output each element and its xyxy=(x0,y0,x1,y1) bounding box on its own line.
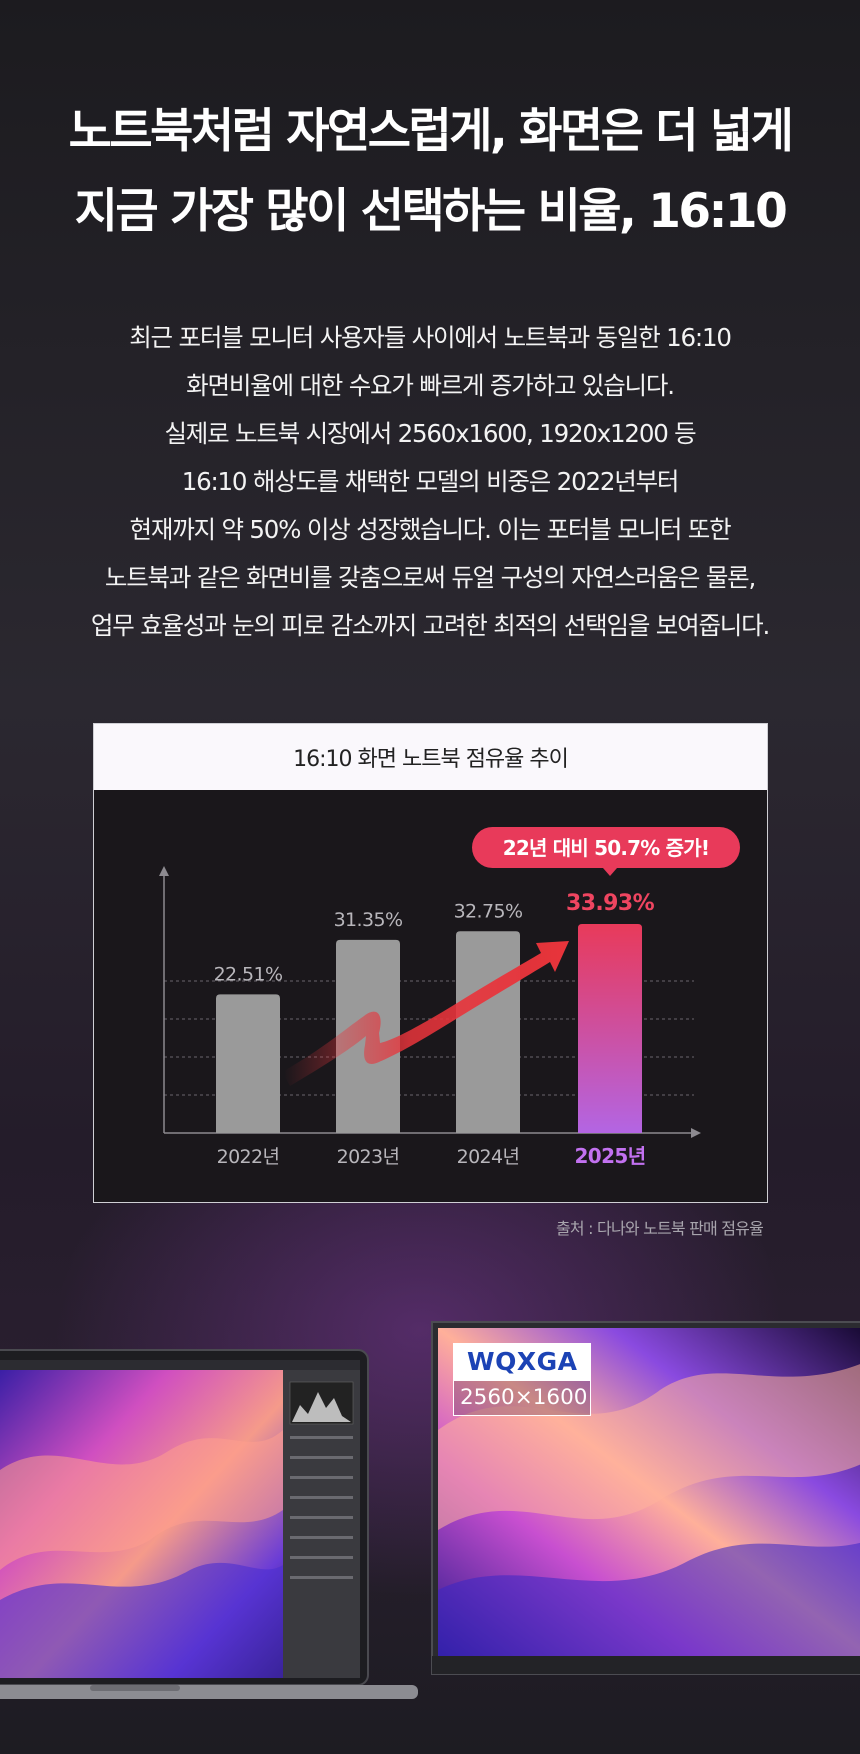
category-label: 2024년 xyxy=(457,1146,520,1168)
intro-line: 실제로 노트북 시장에서 2560x1600, 1920x1200 등 xyxy=(164,419,696,448)
intro-line: 최근 포터블 모니터 사용자들 사이에서 노트북과 동일한 16:10 xyxy=(129,323,732,352)
bar-2024년 xyxy=(456,931,520,1133)
bar-labels: 22.51% 31.35% 32.75% 33.93% xyxy=(214,891,656,985)
grid-lines xyxy=(164,980,694,1096)
category-labels: 2022년 2023년 2024년 2025년 xyxy=(217,1144,647,1168)
resolution-badge-name: WQXGA xyxy=(453,1343,591,1381)
resolution-badge-value: 2560×1600 xyxy=(453,1381,591,1416)
intro-line: 현재까지 약 50% 이상 성장했습니다. 이는 포터블 모니터 또한 xyxy=(129,515,732,544)
headline-line-1: 노트북처럼 자연스럽게, 화면은 더 넓게 xyxy=(68,104,794,159)
bar-2025년 xyxy=(578,923,642,1133)
bar-2022년 xyxy=(216,994,280,1133)
bar-value-label: 31.35% xyxy=(334,909,403,931)
bar-chart: 22년 대비 50.7% 증가! 22.51% 31.35% 32.75% 33.93… xyxy=(159,827,740,1168)
chart-panel: 16:10 화면 노트북 점유율 추이 22년 xyxy=(93,723,768,1203)
intro-line: 업무 효율성과 눈의 피로 감소까지 고려한 최적의 선택임을 보여줍니다. xyxy=(90,611,770,640)
laptop xyxy=(0,1349,418,1699)
intro-line: 16:10 해상도를 채택한 모델의 비중은 2022년부터 xyxy=(181,467,680,496)
chart-title: 16:10 화면 노트북 점유율 추이 xyxy=(94,724,767,790)
intro-paragraph: 최근 포터블 모니터 사용자들 사이에서 노트북과 동일한 16:10 화면비율… xyxy=(0,314,860,650)
callout-tail xyxy=(603,868,617,876)
headline: 노트북처럼 자연스럽게, 화면은 더 넓게 지금 가장 많이 선택하는 비율, … xyxy=(0,92,860,252)
device-illustration xyxy=(0,1321,860,1699)
category-label: 2025년 xyxy=(574,1144,645,1168)
bars xyxy=(216,923,642,1133)
callout-text: 22년 대비 50.7% 증가! xyxy=(503,836,709,860)
bar-value-label: 33.93% xyxy=(566,891,655,916)
category-label: 2022년 xyxy=(217,1146,280,1168)
callout-bubble xyxy=(472,827,740,868)
intro-line: 노트북과 같은 화면비를 갖춤으로써 듀얼 구성의 자연스러움은 물론, xyxy=(104,563,756,592)
headline-line-2: 지금 가장 많이 선택하는 비율, 16:10 xyxy=(74,184,788,239)
source-note: 출처 : 다나와 노트북 판매 점유율 xyxy=(556,1219,764,1238)
trend-arrow xyxy=(282,941,569,1086)
intro-line: 화면비율에 대한 수요가 빠르게 증가하고 있습니다. xyxy=(186,371,675,400)
bar-value-label: 32.75% xyxy=(454,900,523,922)
category-label: 2023년 xyxy=(337,1146,400,1168)
resolution-badge: WQXGA 2560×1600 xyxy=(453,1343,591,1416)
callout: 22년 대비 50.7% 증가! xyxy=(472,827,740,876)
bar-value-label: 22.51% xyxy=(214,963,283,985)
